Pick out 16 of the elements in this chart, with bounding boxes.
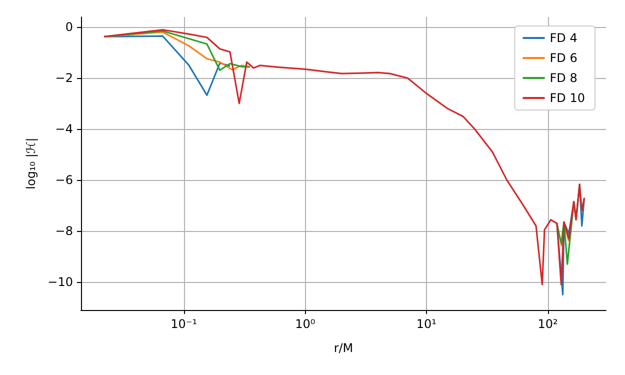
legend-label: FD 10: [550, 91, 586, 105]
x-tick-label: 10¹: [416, 317, 437, 331]
x-tick-label: 10⁻¹: [170, 317, 198, 331]
y-axis-title: log₁₀ |ℋ|: [24, 138, 38, 190]
legend-label: FD 4: [550, 31, 578, 45]
x-tick-label: 10⁰: [295, 317, 316, 331]
y-tick-label: −2: [55, 71, 73, 86]
x-axis-title: r/M: [334, 341, 354, 355]
legend-label: FD 6: [550, 51, 578, 65]
x-tick-label: 10²: [538, 317, 558, 331]
y-tick-label: −10: [48, 274, 73, 289]
y-tick-label: −8: [55, 224, 73, 238]
legend-label: FD 8: [550, 71, 578, 85]
y-tick-label: 0: [65, 20, 73, 34]
y-tick-label: −6: [55, 173, 73, 188]
y-tick-label: −4: [55, 122, 73, 136]
